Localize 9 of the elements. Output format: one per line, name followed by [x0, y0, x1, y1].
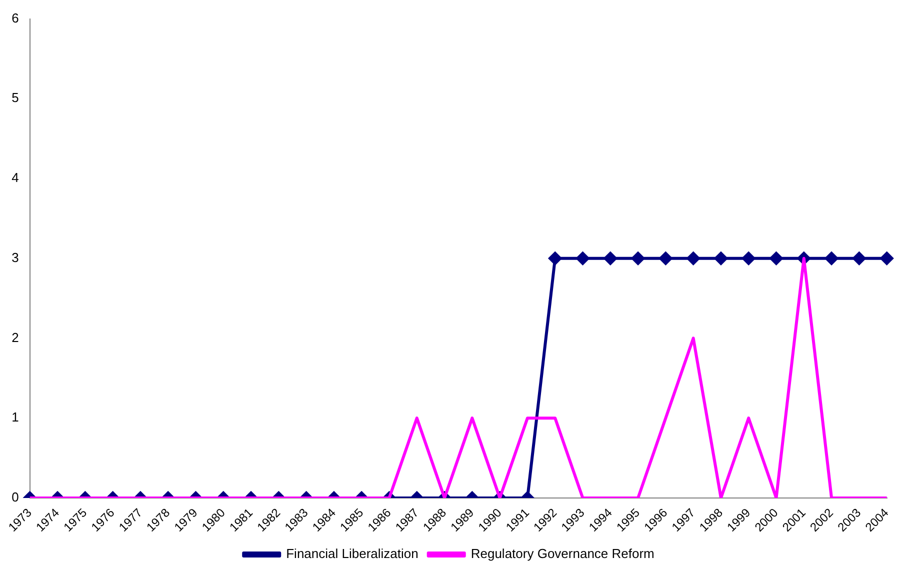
- y-tick-label: 4: [12, 170, 19, 186]
- y-tick-label: 1: [12, 410, 19, 425]
- legend-label: Financial Liberalization: [286, 546, 418, 562]
- y-tick-label: 3: [12, 250, 19, 265]
- y-tick-label: 0: [12, 490, 19, 505]
- y-tick-label: 2: [12, 330, 19, 345]
- y-tick-label: 6: [12, 10, 19, 26]
- legend-label: Regulatory Governance Reform: [470, 546, 654, 562]
- y-tick-label: 5: [12, 90, 19, 106]
